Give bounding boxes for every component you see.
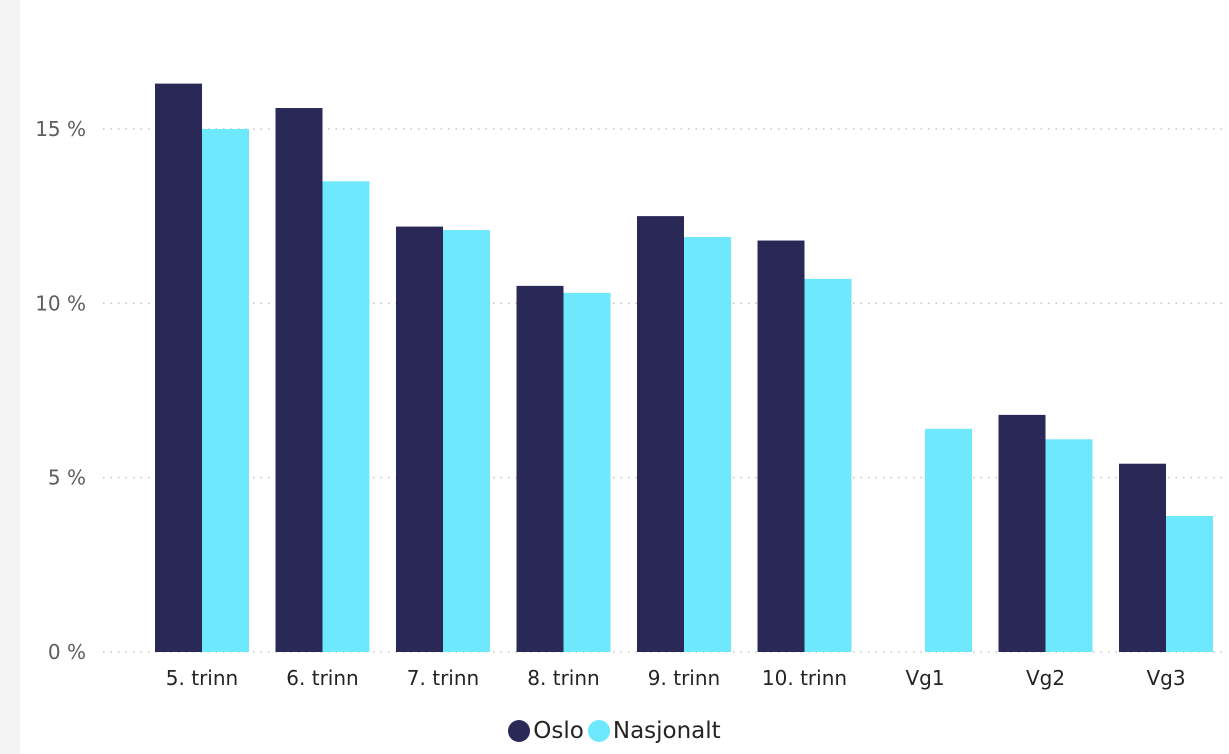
bar-nasjonalt-9-trinn[interactable] bbox=[684, 237, 731, 652]
y-axis: 0 % 5 % 10 % 15 % bbox=[35, 117, 86, 664]
legend-label-oslo: Oslo bbox=[533, 718, 584, 744]
bar-nasjonalt-5-trinn[interactable] bbox=[202, 128, 249, 652]
x-tick-label-5-trinn: 5. trinn bbox=[166, 666, 238, 690]
x-axis: 5. trinn 6. trinn 7. trinn 8. trinn 9. trinn… bbox=[166, 666, 1186, 690]
bar-nasjonalt-vg2[interactable] bbox=[1045, 439, 1093, 652]
legend-item-oslo[interactable]: Oslo bbox=[508, 718, 584, 744]
x-tick-label-10-trinn: 10. trinn bbox=[762, 666, 847, 690]
bar-oslo-7-trinn[interactable] bbox=[396, 226, 443, 652]
bar-oslo-10-trinn[interactable] bbox=[757, 240, 805, 652]
bar-oslo-vg2[interactable] bbox=[998, 414, 1046, 652]
x-tick-label-8-trinn: 8. trinn bbox=[527, 666, 599, 690]
legend-marker-nasjonalt bbox=[587, 720, 610, 742]
y-tick-label-15: 15 % bbox=[35, 117, 86, 141]
x-tick-label-vg1: Vg1 bbox=[905, 666, 944, 690]
x-tick-label-6-trinn: 6. trinn bbox=[286, 666, 358, 690]
bar-nasjonalt-vg3[interactable] bbox=[1166, 516, 1213, 652]
y-tick-label-0: 0 % bbox=[48, 640, 86, 664]
y-tick-label-10: 10 % bbox=[35, 291, 86, 315]
bar-oslo-9-trinn[interactable] bbox=[637, 216, 684, 652]
bar-oslo-vg3[interactable] bbox=[1119, 463, 1166, 652]
legend-label-nasjonalt: Nasjonalt bbox=[612, 718, 721, 744]
bar-oslo-8-trinn[interactable] bbox=[516, 285, 564, 652]
legend-item-nasjonalt[interactable]: Nasjonalt bbox=[587, 718, 721, 744]
legend-marker-oslo bbox=[508, 720, 531, 742]
x-tick-label-vg2: Vg2 bbox=[1026, 666, 1065, 690]
bars bbox=[155, 83, 1213, 652]
bar-nasjonalt-6-trinn[interactable] bbox=[322, 181, 370, 652]
x-tick-label-7-trinn: 7. trinn bbox=[407, 666, 479, 690]
legend: Oslo Nasjonalt bbox=[0, 718, 1229, 744]
bar-nasjonalt-7-trinn[interactable] bbox=[443, 230, 490, 652]
x-tick-label-9-trinn: 9. trinn bbox=[648, 666, 720, 690]
bar-nasjonalt-8-trinn[interactable] bbox=[563, 292, 611, 652]
bar-nasjonalt-10-trinn[interactable] bbox=[804, 278, 852, 652]
bar-oslo-5-trinn[interactable] bbox=[155, 83, 202, 652]
x-tick-label-vg3: Vg3 bbox=[1146, 666, 1185, 690]
bar-nasjonalt-vg1[interactable] bbox=[925, 428, 972, 652]
y-tick-label-5: 5 % bbox=[48, 466, 86, 490]
bar-oslo-6-trinn[interactable] bbox=[275, 108, 323, 652]
